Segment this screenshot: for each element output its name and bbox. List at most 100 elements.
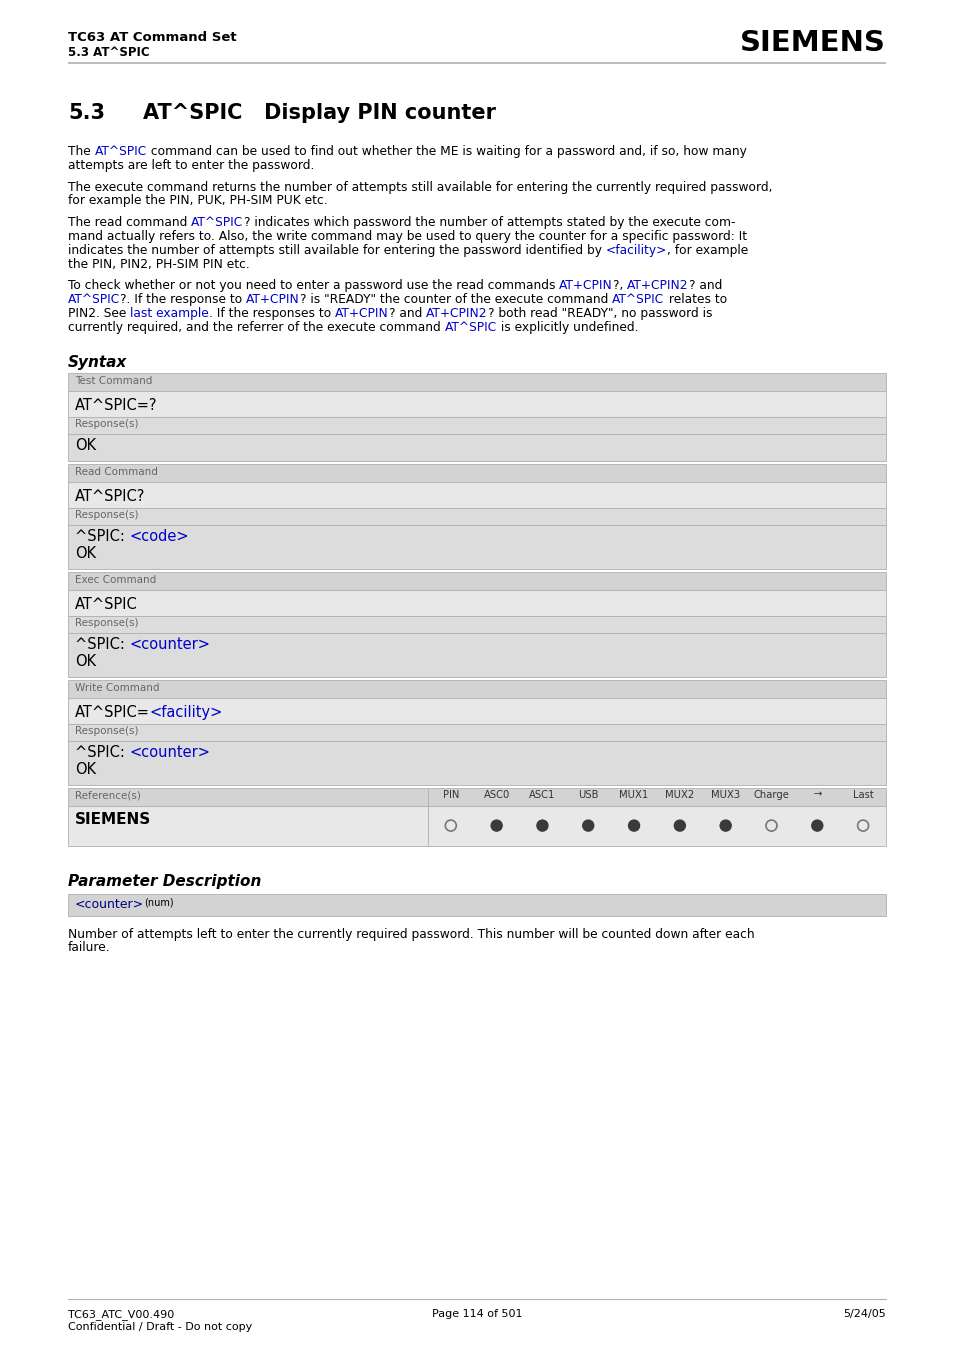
- Text: 5.3: 5.3: [68, 103, 105, 123]
- Bar: [68, 697, 885, 724]
- Text: command can be used to find out whether the ME is waiting for a password and, if: command can be used to find out whether …: [147, 145, 746, 158]
- Text: indicates the number of attempts still available for entering the password ident: indicates the number of attempts still a…: [68, 243, 605, 257]
- Text: AT+CPIN: AT+CPIN: [558, 280, 613, 292]
- Text: last example: last example: [131, 307, 209, 320]
- Text: mand actually refers to. Also, the write command may be used to query the counte: mand actually refers to. Also, the write…: [68, 230, 746, 243]
- Text: ^SPIC:: ^SPIC:: [75, 636, 130, 651]
- Text: Response(s): Response(s): [75, 725, 138, 735]
- Bar: [68, 589, 885, 616]
- Text: Last: Last: [852, 789, 873, 800]
- Bar: [68, 434, 885, 461]
- Bar: [68, 416, 885, 434]
- Text: AT^SPIC: AT^SPIC: [68, 293, 120, 307]
- Text: The execute command returns the number of attempts still available for entering : The execute command returns the number o…: [68, 181, 772, 193]
- Text: AT+CPIN2: AT+CPIN2: [426, 307, 487, 320]
- Text: OK: OK: [75, 546, 96, 561]
- Text: Test Command: Test Command: [75, 376, 152, 385]
- Text: To check whether or not you need to enter a password use the read commands: To check whether or not you need to ente…: [68, 280, 558, 292]
- Text: SIEMENS: SIEMENS: [740, 28, 885, 57]
- Text: <counter>: <counter>: [75, 897, 144, 911]
- Circle shape: [537, 820, 547, 831]
- Text: ? and: ? and: [688, 280, 721, 292]
- Bar: [428, 805, 885, 846]
- Text: (num): (num): [144, 897, 173, 908]
- Text: <counter>: <counter>: [130, 636, 211, 651]
- Bar: [68, 788, 428, 805]
- Text: , for example: , for example: [666, 243, 748, 257]
- Text: SIEMENS: SIEMENS: [75, 812, 152, 827]
- Text: attempts are left to enter the password.: attempts are left to enter the password.: [68, 159, 314, 172]
- Text: AT^SPIC=?: AT^SPIC=?: [75, 397, 157, 412]
- Bar: [428, 788, 885, 805]
- Text: OK: OK: [75, 438, 96, 453]
- Text: The read command: The read command: [68, 216, 191, 230]
- Text: Syntax: Syntax: [68, 354, 127, 370]
- Text: ASC1: ASC1: [529, 789, 555, 800]
- Text: OK: OK: [75, 762, 96, 777]
- Text: MUX3: MUX3: [710, 789, 740, 800]
- Circle shape: [628, 820, 639, 831]
- Text: is explicitly undefined.: is explicitly undefined.: [497, 320, 638, 334]
- Text: the PIN, PIN2, PH-SIM PIN etc.: the PIN, PIN2, PH-SIM PIN etc.: [68, 258, 250, 270]
- Text: Write Command: Write Command: [75, 682, 159, 693]
- Bar: [68, 680, 885, 697]
- Circle shape: [720, 820, 730, 831]
- Text: USB: USB: [578, 789, 598, 800]
- Text: currently required, and the referrer of the execute command: currently required, and the referrer of …: [68, 320, 444, 334]
- Bar: [68, 373, 885, 390]
- Text: AT+CPIN2: AT+CPIN2: [627, 280, 688, 292]
- Text: ?,: ?,: [613, 280, 627, 292]
- Text: . If the responses to: . If the responses to: [209, 307, 335, 320]
- Text: AT^SPIC: AT^SPIC: [94, 145, 147, 158]
- Text: Number of attempts left to enter the currently required password. This number wi: Number of attempts left to enter the cur…: [68, 928, 754, 940]
- Bar: [68, 632, 885, 677]
- Bar: [68, 893, 885, 916]
- Text: PIN: PIN: [442, 789, 458, 800]
- Text: 5.3 AT^SPIC: 5.3 AT^SPIC: [68, 46, 150, 59]
- Circle shape: [491, 820, 501, 831]
- Text: Page 114 of 501: Page 114 of 501: [432, 1309, 521, 1319]
- Bar: [68, 740, 885, 785]
- Text: Response(s): Response(s): [75, 509, 138, 520]
- Bar: [68, 571, 885, 589]
- Circle shape: [582, 820, 593, 831]
- Text: for example the PIN, PUK, PH-SIM PUK etc.: for example the PIN, PUK, PH-SIM PUK etc…: [68, 195, 327, 208]
- Text: →: →: [812, 789, 821, 800]
- Text: TC63 AT Command Set: TC63 AT Command Set: [68, 31, 236, 45]
- Text: AT^SPIC: AT^SPIC: [444, 320, 497, 334]
- Text: Response(s): Response(s): [75, 419, 138, 428]
- Text: TC63_ATC_V00.490: TC63_ATC_V00.490: [68, 1309, 174, 1320]
- Text: AT^SPIC=: AT^SPIC=: [75, 705, 150, 720]
- Bar: [68, 390, 885, 416]
- Text: <code>: <code>: [130, 528, 189, 543]
- Text: AT^SPIC: AT^SPIC: [191, 216, 243, 230]
- Text: Response(s): Response(s): [75, 617, 138, 628]
- Text: ? both read "READY", no password is: ? both read "READY", no password is: [487, 307, 711, 320]
- Bar: [68, 524, 885, 569]
- Text: ^SPIC:: ^SPIC:: [75, 744, 130, 759]
- Text: <facility>: <facility>: [605, 243, 666, 257]
- Text: failure.: failure.: [68, 942, 111, 954]
- Text: ASC0: ASC0: [483, 789, 509, 800]
- Text: Parameter Description: Parameter Description: [68, 874, 261, 889]
- Text: ? is "READY" the counter of the execute command: ? is "READY" the counter of the execute …: [300, 293, 612, 307]
- Text: AT^SPIC: AT^SPIC: [75, 597, 137, 612]
- Text: MUX2: MUX2: [664, 789, 694, 800]
- Text: OK: OK: [75, 654, 96, 669]
- Text: AT+CPIN: AT+CPIN: [246, 293, 300, 307]
- Text: Reference(s): Reference(s): [75, 790, 141, 801]
- Text: <facility>: <facility>: [150, 705, 223, 720]
- Bar: [68, 508, 885, 524]
- Text: AT^SPIC: AT^SPIC: [612, 293, 664, 307]
- Text: ? indicates which password the number of attempts stated by the execute com-: ? indicates which password the number of…: [243, 216, 734, 230]
- Bar: [68, 805, 428, 846]
- Text: Confidential / Draft - Do not copy: Confidential / Draft - Do not copy: [68, 1323, 252, 1332]
- Text: Charge: Charge: [753, 789, 788, 800]
- Text: relates to: relates to: [664, 293, 726, 307]
- Bar: [68, 463, 885, 481]
- Circle shape: [811, 820, 821, 831]
- Text: The: The: [68, 145, 94, 158]
- Text: <counter>: <counter>: [130, 744, 211, 759]
- Text: ? and: ? and: [389, 307, 426, 320]
- Bar: [68, 724, 885, 740]
